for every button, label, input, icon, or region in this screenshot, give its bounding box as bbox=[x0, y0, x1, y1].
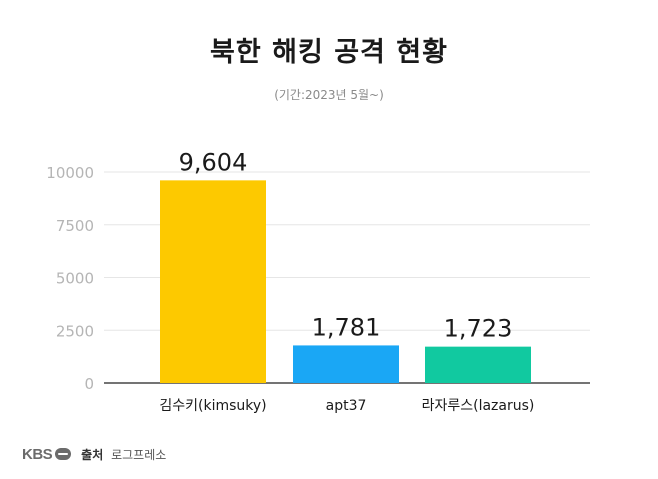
kbs-mark-icon bbox=[55, 448, 72, 460]
x-tick-label: 김수키(kimsuky) bbox=[159, 398, 266, 414]
data-label: 1,723 bbox=[444, 315, 513, 343]
data-label: 1,781 bbox=[312, 313, 381, 341]
bar bbox=[160, 180, 266, 383]
x-tick-label: 라자루스(lazarus) bbox=[422, 398, 535, 414]
footer: KBS 출처 로그프레소 bbox=[22, 444, 166, 464]
source-value: 로그프레소 bbox=[111, 447, 167, 462]
chart-subtitle: (기간:2023년 5월~) bbox=[274, 88, 384, 102]
y-tick-label: 2500 bbox=[56, 322, 94, 340]
kbs-logo-text: KBS bbox=[22, 445, 53, 463]
source-credit: 출처 로그프레소 bbox=[81, 446, 166, 463]
y-tick-label: 0 bbox=[84, 375, 94, 393]
kbs-logo: KBS bbox=[22, 445, 72, 463]
x-tick-label: apt37 bbox=[326, 398, 367, 414]
source-label: 출처 bbox=[81, 447, 104, 462]
y-tick-label: 5000 bbox=[56, 270, 94, 288]
bar bbox=[293, 345, 399, 383]
data-label: 9,604 bbox=[179, 148, 248, 176]
bar bbox=[425, 346, 531, 383]
y-tick-label: 10000 bbox=[46, 164, 94, 182]
chart-title: 북한 해킹 공격 현황 bbox=[210, 37, 448, 68]
y-tick-label: 7500 bbox=[56, 217, 94, 235]
